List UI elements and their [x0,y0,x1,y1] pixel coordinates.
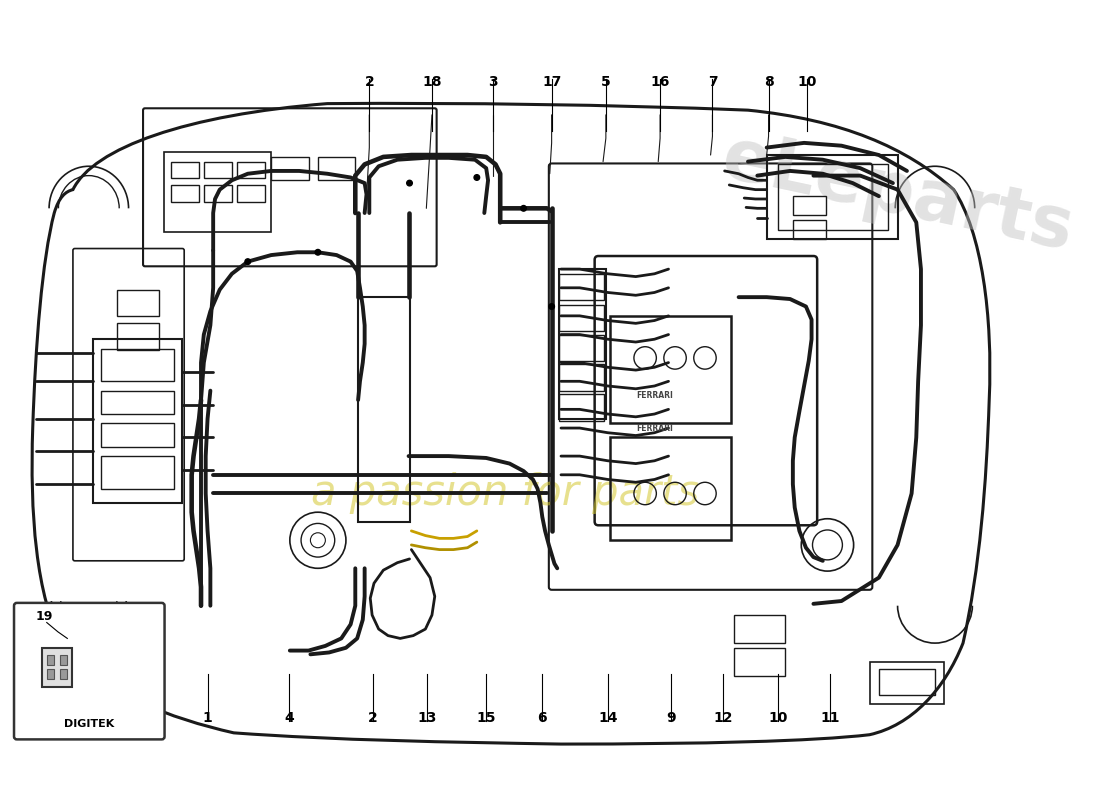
Bar [101,390,174,414]
Text: 15: 15 [476,711,496,726]
Circle shape [549,304,554,310]
Bar [559,274,604,300]
Text: 7: 7 [707,74,717,89]
Text: FERRARI: FERRARI [636,423,673,433]
Bar [236,185,265,202]
Text: 10: 10 [768,711,788,726]
Text: 16: 16 [650,74,670,89]
Bar [101,423,174,446]
Bar [164,152,271,232]
Bar [204,185,232,202]
Bar [559,334,604,361]
Text: 13: 13 [418,711,437,726]
Circle shape [474,174,480,180]
Text: 3: 3 [488,74,497,89]
Text: eLeparts: eLeparts [715,123,1080,266]
Bar [778,164,888,230]
Text: 18: 18 [422,74,442,89]
PathPatch shape [32,103,990,744]
Text: 11: 11 [821,711,840,726]
Bar [734,615,785,643]
Text: 8: 8 [763,74,773,89]
Bar [793,221,826,239]
Text: 17: 17 [542,74,561,89]
Bar [172,185,199,202]
Bar [101,349,174,382]
Bar [559,305,604,331]
Bar [172,162,199,178]
Bar [59,655,67,665]
Text: 10: 10 [798,74,816,89]
Text: 1: 1 [202,711,212,726]
Bar [101,456,174,489]
Bar [559,365,604,390]
Bar [42,648,72,687]
Text: 12: 12 [713,711,733,726]
Bar [609,438,732,540]
Bar [318,157,355,180]
Bar [236,162,265,178]
Bar [609,316,732,423]
Bar [734,648,785,676]
Bar [793,196,826,215]
Bar [204,162,232,178]
Bar [767,155,898,239]
Bar [117,323,158,350]
Circle shape [520,206,527,211]
Text: 5: 5 [601,74,610,89]
Text: a passion for parts: a passion for parts [311,473,698,514]
Text: 4: 4 [284,711,294,726]
Text: 2: 2 [368,711,378,726]
Circle shape [315,250,321,255]
Bar [879,670,935,695]
Text: 9: 9 [667,711,676,726]
Bar [117,290,158,316]
Circle shape [245,259,251,265]
Text: FERRARI: FERRARI [636,391,673,400]
Text: DIGITEK: DIGITEK [64,719,114,729]
Text: 19: 19 [35,610,53,622]
Text: 2: 2 [364,74,374,89]
Bar [559,394,604,421]
Text: 14: 14 [598,711,617,726]
Bar [359,297,409,522]
FancyBboxPatch shape [14,603,165,739]
Text: 6: 6 [538,711,547,726]
Circle shape [407,180,412,186]
Bar [869,662,944,704]
Bar [271,157,308,180]
Bar [94,339,183,503]
Bar [46,670,54,678]
Bar [59,670,67,678]
Bar [559,269,606,418]
Bar [46,655,54,665]
